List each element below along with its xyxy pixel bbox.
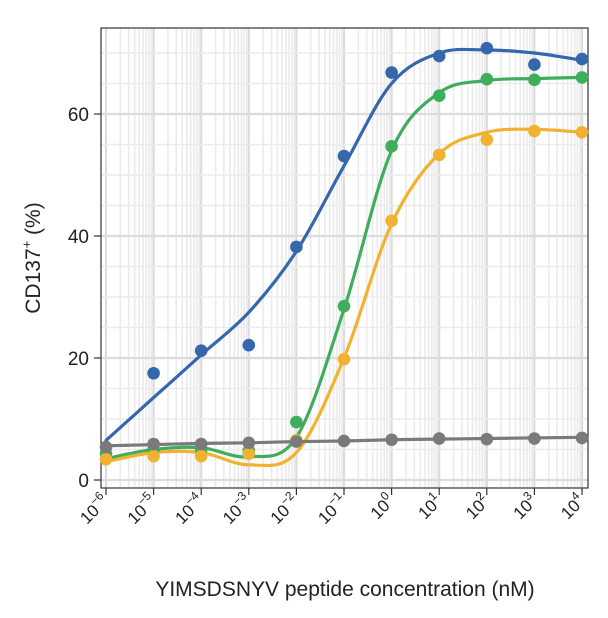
series-points	[99, 41, 589, 466]
y-axis-title: CD137+ (%)	[19, 202, 45, 313]
point-blue	[290, 240, 303, 254]
x-tick-text: 10−4	[169, 488, 209, 528]
x-tick-text: 10−2	[264, 488, 304, 528]
point-yellow	[528, 124, 541, 138]
point-gray	[575, 431, 589, 445]
point-green	[480, 72, 494, 86]
x-tick-label: 101	[412, 488, 447, 523]
point-green	[290, 415, 303, 429]
point-green	[528, 73, 541, 87]
point-blue	[432, 49, 446, 63]
y-tick-label: 60	[68, 105, 89, 126]
point-blue	[480, 41, 494, 55]
x-tick-text: 10−3	[216, 488, 256, 528]
point-gray	[99, 440, 113, 454]
x-axis-title: YIMSDSNYV peptide concentration (nM)	[155, 578, 534, 601]
x-tick-text: 10−5	[121, 488, 161, 528]
point-gray	[432, 432, 446, 445]
point-yellow	[242, 447, 256, 461]
x-tick-text: 102	[459, 488, 494, 523]
point-blue	[147, 366, 160, 380]
x-tick-text: 101	[412, 488, 447, 523]
y-axis-ticks: 0 20 40 60	[68, 105, 101, 492]
x-tick-text: 10−6	[74, 488, 114, 528]
x-tick-label: 103	[507, 488, 542, 523]
point-yellow	[99, 452, 113, 466]
point-gray	[385, 433, 398, 447]
x-tick-text: 100	[364, 488, 399, 523]
svg-text:CD137+ (%): CD137+ (%)	[19, 202, 45, 313]
x-tick-text: 10−1	[312, 488, 352, 528]
point-blue	[385, 66, 398, 79]
point-green	[575, 71, 589, 84]
point-yellow	[575, 126, 589, 139]
point-blue	[337, 149, 351, 163]
x-tick-label: 10−4	[169, 488, 209, 528]
point-green	[385, 140, 398, 153]
y-tick-label: 20	[68, 349, 89, 370]
point-yellow	[194, 449, 208, 463]
point-yellow	[147, 449, 160, 463]
point-yellow	[480, 133, 494, 146]
x-tick-label: 10−6	[74, 488, 114, 528]
x-axis-ticks: 10−610−510−410−310−210−1 100 101 102 103 104	[74, 488, 589, 528]
point-green	[337, 299, 351, 313]
y-axis-title-unit: (%)	[22, 202, 45, 235]
y-tick-label: 40	[68, 227, 89, 248]
curve-blue	[104, 47, 584, 442]
point-blue	[575, 52, 589, 66]
point-gray	[528, 432, 541, 445]
point-gray	[242, 436, 256, 450]
grid-lines	[101, 28, 588, 488]
x-tick-label: 10−2	[264, 488, 304, 528]
x-tick-label: 10−1	[312, 488, 352, 528]
point-yellow	[337, 352, 351, 366]
point-yellow	[432, 148, 446, 162]
x-tick-label: 10−3	[216, 488, 256, 528]
x-tick-label: 104	[554, 488, 589, 523]
point-green	[432, 89, 446, 102]
point-gray	[337, 434, 351, 448]
y-axis-title-main: CD137	[22, 248, 45, 313]
point-yellow	[385, 214, 398, 228]
point-gray	[194, 437, 208, 451]
x-tick-label: 10−5	[121, 488, 161, 528]
y-tick-label: 0	[78, 471, 89, 492]
y-axis-title-sup: +	[19, 241, 34, 249]
x-tick-label: 102	[459, 488, 494, 523]
point-blue	[528, 58, 541, 71]
point-gray	[290, 435, 303, 448]
point-blue	[194, 344, 208, 357]
x-tick-label: 100	[364, 488, 399, 523]
point-gray	[480, 432, 494, 446]
point-gray	[147, 437, 160, 451]
point-blue	[242, 338, 256, 352]
x-tick-text: 104	[554, 488, 589, 523]
x-tick-text: 103	[507, 488, 542, 523]
